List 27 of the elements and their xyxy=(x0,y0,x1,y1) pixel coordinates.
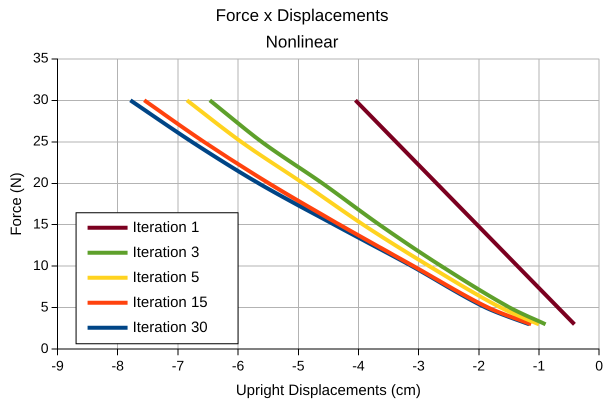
y-tick-label: 25 xyxy=(32,132,49,149)
y-tick-label: 15 xyxy=(32,216,49,232)
legend-label: Iteration 1 xyxy=(132,218,200,236)
x-tick-label: -1 xyxy=(532,357,546,374)
x-tick-label: -3 xyxy=(412,357,426,374)
y-tick-label: 20 xyxy=(32,174,49,190)
x-tick-label: -6 xyxy=(232,357,245,374)
x-tick-label: 0 xyxy=(595,357,604,374)
x-tick-label: -5 xyxy=(292,357,305,374)
x-tick-label: -7 xyxy=(172,357,184,374)
x-tick-label: -4 xyxy=(352,357,365,374)
x-tick-label: -2 xyxy=(472,357,486,374)
x-axis-title: Upright Displacements (cm) xyxy=(236,382,421,400)
chart-subtitle: Nonlinear xyxy=(266,32,339,52)
x-tick-label: -9 xyxy=(51,357,64,374)
legend-label: Iteration 3 xyxy=(132,244,200,261)
y-tick-label: 0 xyxy=(40,340,49,356)
legend-label: Iteration 15 xyxy=(132,294,208,311)
legend-label: Iteration 30 xyxy=(132,318,208,336)
y-tick-label: 10 xyxy=(32,257,49,274)
chart-title: Force x Displacements xyxy=(216,6,388,25)
legend-label: Iteration 5 xyxy=(132,268,200,286)
y-tick-label: 5 xyxy=(40,298,49,315)
y-axis-title: Force (N) xyxy=(8,172,26,236)
x-tick-label: -8 xyxy=(112,357,124,374)
y-tick-label: 35 xyxy=(32,50,49,66)
y-tick-label: 30 xyxy=(32,91,49,108)
